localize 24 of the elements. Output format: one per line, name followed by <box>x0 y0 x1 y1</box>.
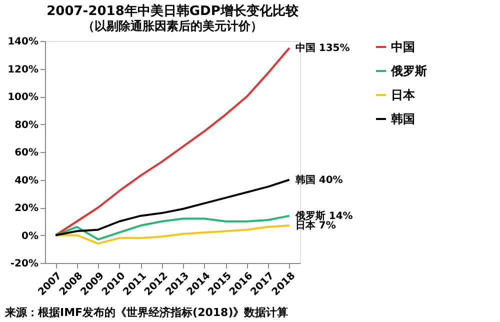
legend-label: 日本 <box>391 88 416 102</box>
line-series <box>54 214 290 240</box>
y-tick-label: 100% <box>8 92 38 103</box>
line-series <box>54 224 290 245</box>
annotation: 日本 7% <box>295 220 336 232</box>
annotation: 中国 135% <box>295 42 350 54</box>
y-tick-label: 120% <box>8 64 38 76</box>
y-tick-label: 40% <box>14 175 38 186</box>
chart-subtitle: （以剔除通胀因素后的美元计价） <box>82 19 262 33</box>
line-series <box>54 46 290 236</box>
chart-title: 2007-2018年中美日韩GDP增长变化比较 <box>46 3 300 19</box>
y-tick-label: 60% <box>14 148 38 158</box>
y-tick-label: 140% <box>8 36 38 48</box>
line-series <box>54 178 290 236</box>
legend-label: 中国 <box>391 40 415 54</box>
annotation: 韩国 40% <box>294 174 343 186</box>
y-tick-label: 80% <box>14 120 38 131</box>
y-tick-label: -20% <box>10 258 38 270</box>
annotation: 俄罗斯 14% <box>294 210 353 222</box>
source-note: 来源：根据IMF发布的《世界经济指标(2018)》数据计算 <box>4 306 288 319</box>
legend-label: 俄罗斯 <box>390 64 427 78</box>
legend-label: 韩国 <box>390 112 415 126</box>
y-tick-label: 20% <box>14 203 38 214</box>
y-tick-label: 0% <box>22 230 38 242</box>
